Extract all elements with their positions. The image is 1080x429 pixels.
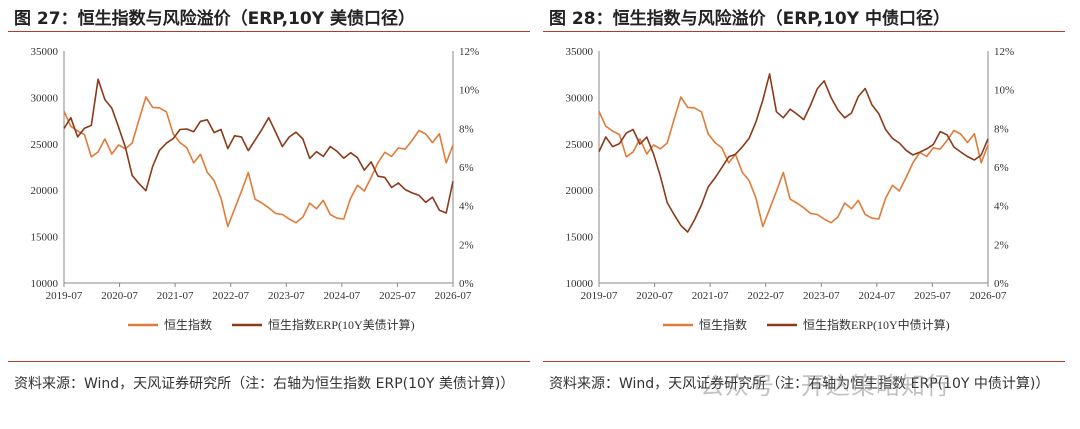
x-tick-label: 2025-07 — [379, 290, 416, 302]
left-tick-label: 15000 — [31, 232, 59, 244]
right-tick-label: 6% — [994, 162, 1009, 174]
left-tick-label: 15000 — [566, 232, 594, 244]
figure-title: 图 27：恒生指数与风险溢价（ERP,10Y 美债口径） — [14, 9, 415, 29]
x-tick-label: 2023-07 — [803, 290, 840, 302]
source-note: 资料来源：Wind，天风证券研究所（注：右轴为恒生指数 ERP(10Y 中债计算… — [549, 376, 1050, 392]
source-rule — [543, 361, 1065, 362]
right-tick-label: 4% — [994, 201, 1009, 213]
x-tick-label: 2020-07 — [636, 290, 673, 302]
x-tick-label: 2025-07 — [914, 290, 951, 302]
title-rule — [543, 31, 1065, 32]
left-tick-label: 10000 — [31, 278, 59, 290]
x-tick-label: 2020-07 — [101, 290, 138, 302]
x-tick-label: 2026-07 — [970, 290, 1007, 302]
right-tick-label: 12% — [459, 46, 479, 58]
left-tick-label: 35000 — [566, 46, 594, 58]
legend-label: 恒生指数ERP(10Y美债计算) — [268, 317, 415, 332]
right-tick-label: 12% — [994, 46, 1014, 58]
x-tick-label: 2022-07 — [747, 290, 784, 302]
x-tick-label: 2019-07 — [46, 290, 83, 302]
legend-label: 恒生指数 — [164, 317, 212, 332]
x-tick-label: 2021-07 — [692, 290, 729, 302]
legend-label: 恒生指数ERP(10Y中债计算) — [803, 317, 950, 332]
left-tick-label: 20000 — [566, 185, 594, 197]
left-tick-label: 25000 — [31, 139, 59, 151]
left-tick-label: 25000 — [566, 139, 594, 151]
legend: 恒生指数 恒生指数ERP(10Y美债计算) — [128, 317, 415, 332]
right-tick-label: 0% — [459, 278, 474, 290]
left-tick-label: 35000 — [31, 46, 59, 58]
left-tick-label: 10000 — [566, 278, 594, 290]
series-line-erp — [63, 78, 454, 214]
source-note: 资料来源：Wind，天风证券研究所（注：右轴为恒生指数 ERP(10Y 美债计算… — [14, 376, 515, 392]
right-tick-label: 10% — [994, 85, 1014, 97]
left-tick-label: 20000 — [31, 185, 59, 197]
x-tick-label: 2024-07 — [324, 290, 361, 302]
right-tick-label: 10% — [459, 85, 479, 97]
left-tick-label: 30000 — [31, 92, 59, 104]
right-tick-label: 2% — [459, 239, 474, 251]
watermark: 公众号 · 开达策略知行 — [700, 372, 951, 400]
figure-27: 图 27：恒生指数与风险溢价（ERP,10Y 美债口径） 35000 30000 2… — [8, 0, 530, 429]
figure-title: 图 28：恒生指数与风险溢价（ERP,10Y 中债口径） — [549, 9, 950, 29]
right-tick-label: 6% — [459, 162, 474, 174]
x-tick-label: 2022-07 — [212, 290, 249, 302]
series-line-index — [63, 96, 454, 228]
legend-label: 恒生指数 — [699, 317, 747, 332]
right-tick-label: 8% — [994, 123, 1009, 135]
source-rule — [8, 361, 530, 362]
right-tick-label: 8% — [459, 123, 474, 135]
left-tick-label: 30000 — [566, 92, 594, 104]
x-tick-label: 2024-07 — [859, 290, 896, 302]
chart-erp-cn: 35000 30000 25000 20000 15000 10000 12% 10% 8% 6%… — [566, 46, 1015, 332]
title-rule — [8, 31, 530, 32]
right-tick-label: 0% — [994, 278, 1009, 290]
x-tick-label: 2023-07 — [268, 290, 305, 302]
right-tick-label: 4% — [459, 201, 474, 213]
series-line-index — [598, 96, 989, 228]
x-tick-label: 2026-07 — [435, 290, 472, 302]
right-tick-label: 2% — [994, 239, 1009, 251]
figure-28: 图 28：恒生指数与风险溢价（ERP,10Y 中债口径） 35000 30000 2… — [543, 0, 1065, 429]
x-tick-label: 2019-07 — [581, 290, 618, 302]
legend: 恒生指数 恒生指数ERP(10Y中债计算) — [663, 317, 950, 332]
x-tick-label: 2021-07 — [157, 290, 194, 302]
series-line-erp — [598, 73, 989, 233]
chart-erp-us: 35000 30000 25000 20000 15000 10000 12% 10% 8% 6%… — [31, 46, 480, 332]
